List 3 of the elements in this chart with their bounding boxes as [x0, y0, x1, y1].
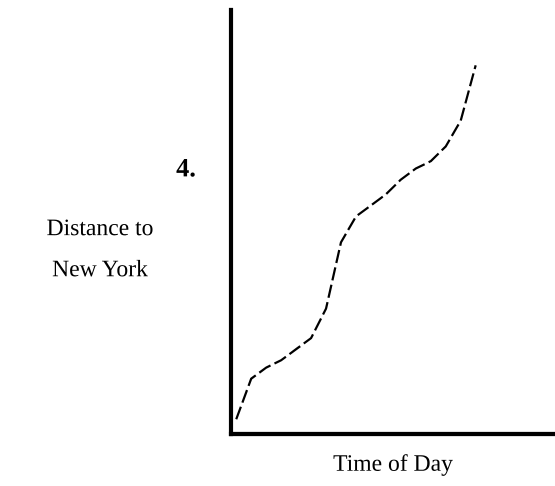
x-axis-title: Time of Day	[334, 454, 453, 476]
text: 4.	[176, 158, 195, 177]
y-axis-title: Distance to New York	[47, 220, 153, 276]
